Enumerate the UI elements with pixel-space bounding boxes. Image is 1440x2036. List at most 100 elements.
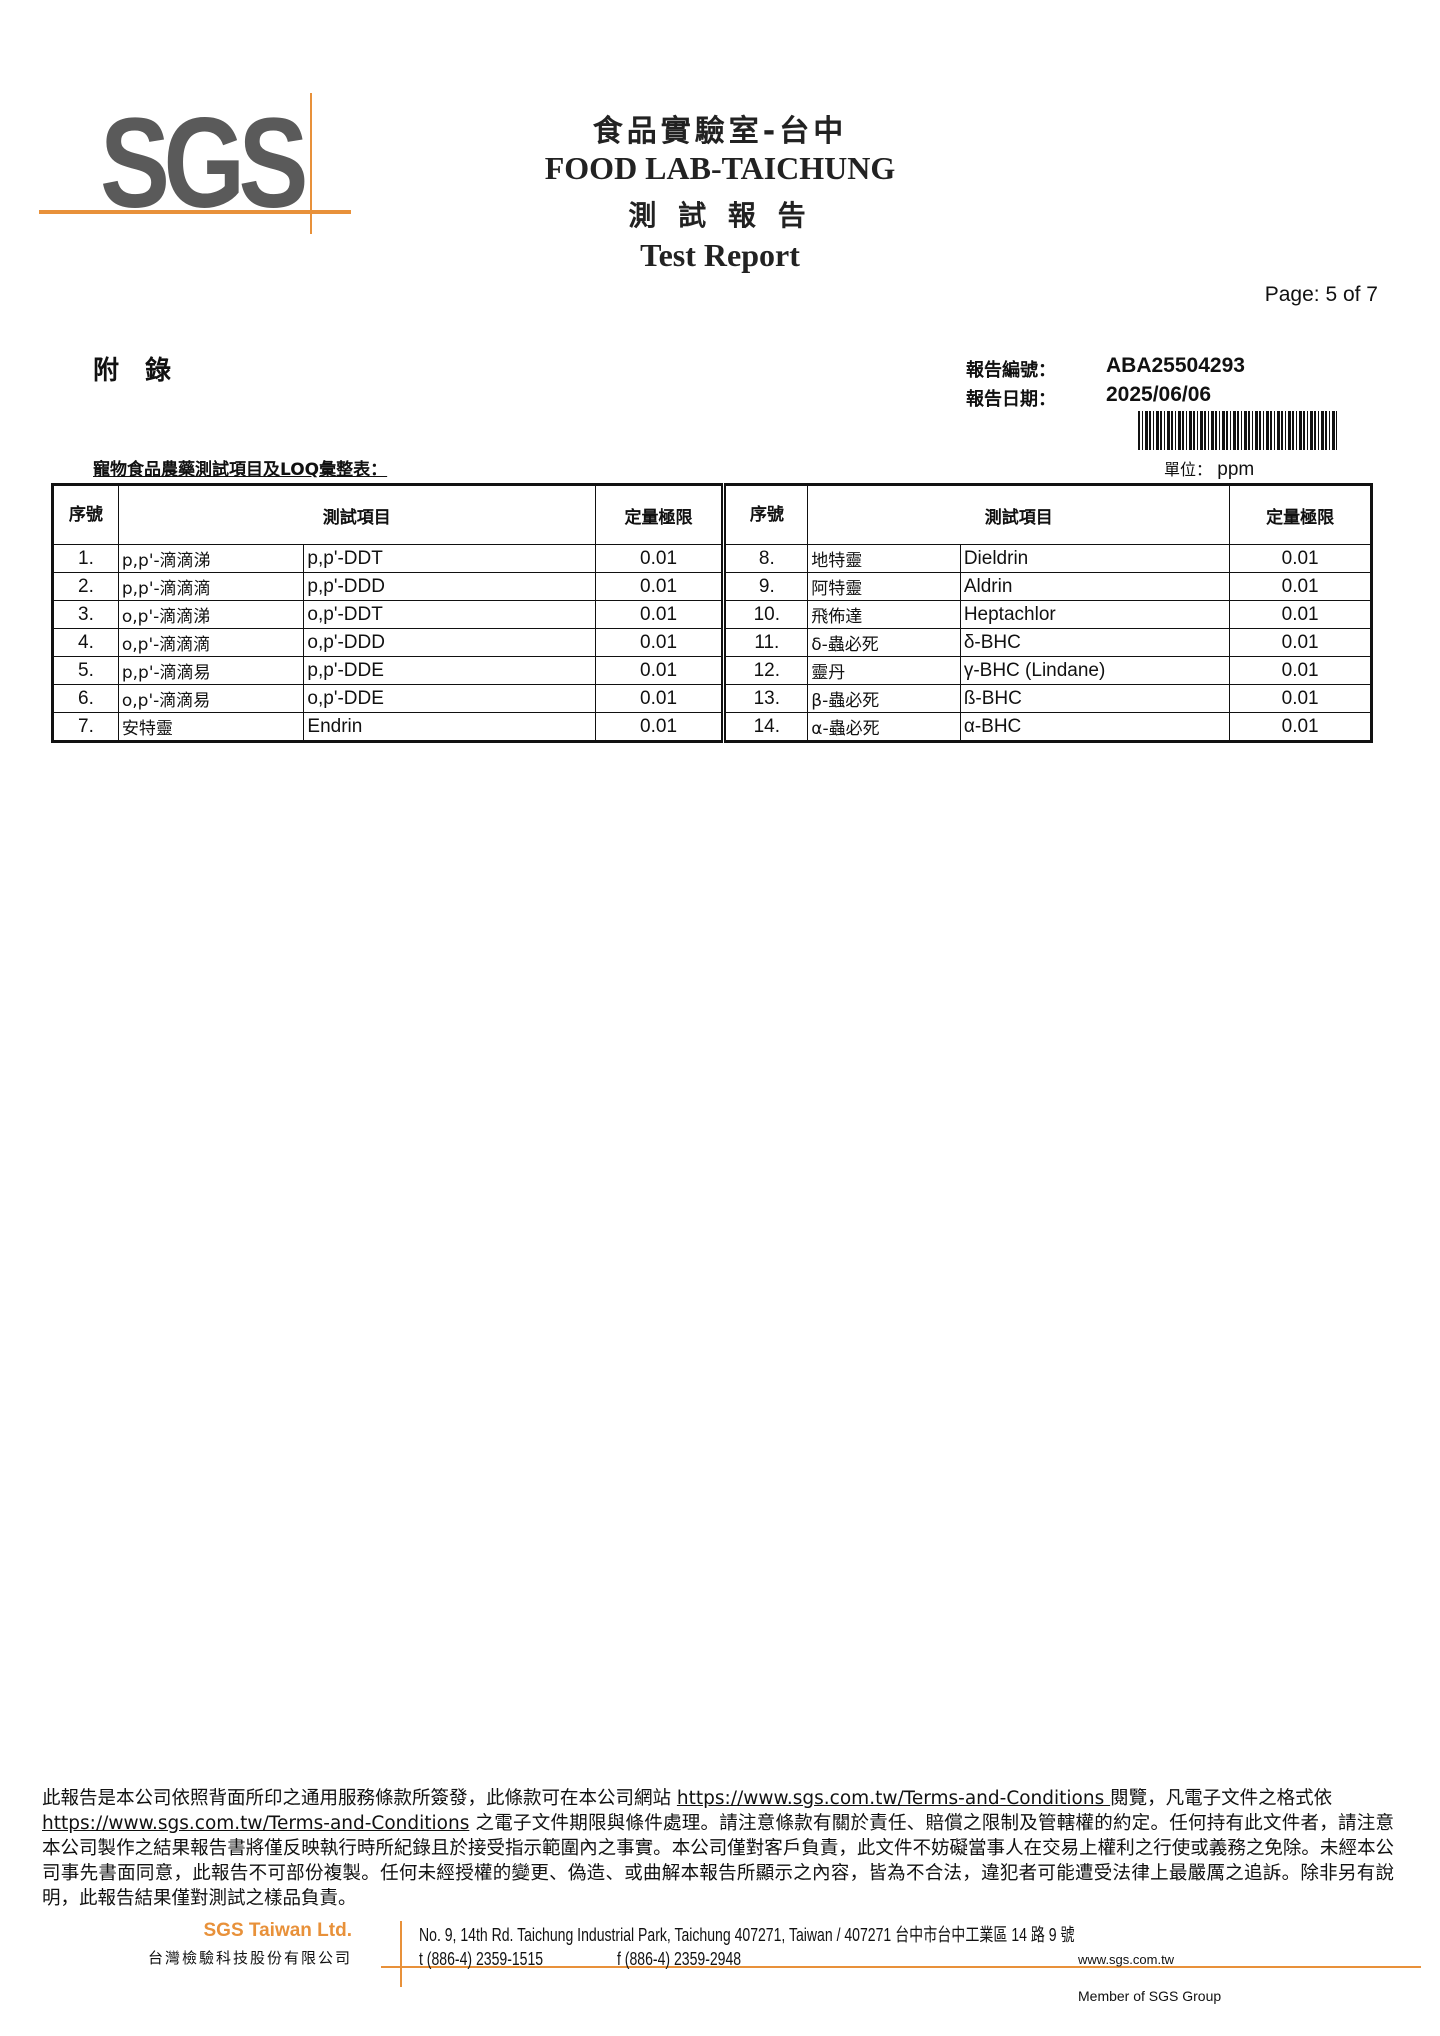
item-name-zh: o,p'-滴滴易 xyxy=(117,684,305,713)
item-name-zh: p,p'-滴滴易 xyxy=(117,656,305,685)
disclaimer: 此報告是本公司依照背面所印之通用服務條款所簽發，此條款可在本公司網站 https… xyxy=(42,1786,1394,1911)
item-name-zh: o,p'-滴滴滴 xyxy=(117,628,305,657)
lab-title-zh: 食品實驗室-台中 xyxy=(592,114,848,149)
fax: f (886-4) 2359-2948 xyxy=(617,1949,742,1969)
table-row: 3. o,p'-滴滴涕 o,p'-DDT 0.01 10. 飛佈達 Heptachlor 0.… xyxy=(52,600,1372,629)
loq-value: 0.01 xyxy=(594,656,727,685)
header-item: 測試項目 xyxy=(117,484,596,545)
table-row: 7. 安特靈 Endrin 0.01 14. α-蟲必死 α-BHC 0.01 xyxy=(52,712,1372,742)
sgs-logo: SGS xyxy=(100,92,309,235)
item-name-en: o,p'-DDD xyxy=(303,628,596,657)
row-number: 3. xyxy=(52,600,119,629)
terms-link[interactable]: https://www.sgs.com.tw/Terms-and-Conditi… xyxy=(42,1813,470,1834)
item-name-en: p,p'-DDT xyxy=(303,544,596,573)
loq-value: 0.01 xyxy=(594,712,727,742)
item-name-zh: δ-蟲必死 xyxy=(807,628,961,657)
pesticide-loq-table: 序號 測試項目 定量極限 序號 測試項目 定量極限 1. p,p'-滴滴涕 p,p'… xyxy=(51,483,1373,743)
footer-divider xyxy=(381,1966,1421,1968)
report-date: 2025/06/06 xyxy=(1106,383,1212,406)
loq-value: 0.01 xyxy=(594,628,727,657)
table-row: 2. p,p'-滴滴滴 p,p'-DDD 0.01 9. 阿特靈 Aldrin 0.01 xyxy=(52,572,1372,601)
item-name-zh: p,p'-滴滴滴 xyxy=(117,572,305,601)
website: www.sgs.com.tw xyxy=(1078,1952,1175,1967)
header-no: 序號 xyxy=(52,484,119,545)
item-name-en: o,p'-DDT xyxy=(303,600,596,629)
loq-value: 0.01 xyxy=(1229,572,1372,601)
item-name-zh: 飛佈達 xyxy=(807,600,961,629)
table-row: 6. o,p'-滴滴易 o,p'-DDE 0.01 13. β-蟲必死 ß-BHC 0.01 xyxy=(52,684,1372,713)
item-name-en: γ-BHC (Lindane) xyxy=(959,656,1231,685)
loq-value: 0.01 xyxy=(594,600,727,629)
unit: 單位： ppm xyxy=(1164,456,1254,481)
item-name-zh: α-蟲必死 xyxy=(807,712,961,742)
logo-line xyxy=(310,93,312,234)
company-name-en: SGS Taiwan Ltd. xyxy=(203,1920,353,1941)
unit-label: 單位： xyxy=(1164,460,1213,479)
row-number: 6. xyxy=(52,684,119,713)
report-title-zh: 測 試 報 告 xyxy=(628,199,812,232)
loq-value: 0.01 xyxy=(1229,544,1372,573)
lab-title-en: FOOD LAB-TAICHUNG xyxy=(544,150,896,186)
table-row: 5. p,p'-滴滴易 p,p'-DDE 0.01 12. 靈丹 γ-BHC (Lindan… xyxy=(52,656,1372,685)
item-name-en: Aldrin xyxy=(959,572,1231,601)
table-row: 1. p,p'-滴滴涕 p,p'-DDT 0.01 8. 地特靈 Dieldrin 0.01 xyxy=(52,544,1372,573)
address: No. 9, 14th Rd. Taichung Industrial Park… xyxy=(419,1925,1075,1945)
header-item: 測試項目 xyxy=(807,484,1231,545)
company-name-zh: 台灣檢驗科技股份有限公司 xyxy=(147,1949,352,1967)
table-title: 寵物食品農藥測試項目及LOQ彙整表： xyxy=(93,460,388,480)
loq-value: 0.01 xyxy=(594,684,727,713)
logo-line xyxy=(39,210,351,214)
row-number: 10. xyxy=(723,600,809,629)
row-number: 14. xyxy=(723,712,809,742)
telephone: t (886-4) 2359-1515 xyxy=(419,1949,544,1969)
item-name-en: ß-BHC xyxy=(959,684,1231,713)
item-name-en: p,p'-DDE xyxy=(303,656,596,685)
item-name-en: p,p'-DDD xyxy=(303,572,596,601)
row-number: 12. xyxy=(723,656,809,685)
loq-value: 0.01 xyxy=(1229,684,1372,713)
item-name-zh: 安特靈 xyxy=(117,712,305,742)
item-name-zh: β-蟲必死 xyxy=(807,684,961,713)
item-name-zh: o,p'-滴滴涕 xyxy=(117,600,305,629)
header-loq: 定量極限 xyxy=(594,484,727,545)
row-number: 11. xyxy=(723,628,809,657)
item-name-zh: 地特靈 xyxy=(807,544,961,573)
table-row: 4. o,p'-滴滴滴 o,p'-DDD 0.01 11. δ-蟲必死 δ-BHC 0.01 xyxy=(52,628,1372,657)
member-text: Member of SGS Group xyxy=(1078,1988,1222,2004)
barcode xyxy=(1138,411,1337,450)
loq-value: 0.01 xyxy=(594,572,727,601)
loq-value: 0.01 xyxy=(594,544,727,573)
loq-value: 0.01 xyxy=(1229,628,1372,657)
header-loq: 定量極限 xyxy=(1229,484,1372,545)
item-name-en: o,p'-DDE xyxy=(303,684,596,713)
unit-value: ppm xyxy=(1217,459,1255,480)
row-number: 13. xyxy=(723,684,809,713)
report-no: ABA25504293 xyxy=(1106,354,1245,377)
report-title-en: Test Report xyxy=(640,237,800,273)
loq-value: 0.01 xyxy=(1229,600,1372,629)
footer-divider xyxy=(400,1921,402,1987)
row-number: 4. xyxy=(52,628,119,657)
row-number: 7. xyxy=(52,712,119,742)
disclaimer-text: 此報告是本公司依照背面所印之通用服務條款所簽發，此條款可在本公司網站 xyxy=(42,1788,677,1809)
page-number: Page: 5 of 7 xyxy=(1264,283,1378,306)
loq-value: 0.01 xyxy=(1229,656,1372,685)
item-name-en: δ-BHC xyxy=(959,628,1231,657)
row-number: 5. xyxy=(52,656,119,685)
date-label: 報告日期： xyxy=(966,389,1056,410)
header-no: 序號 xyxy=(723,484,809,545)
item-name-en: Endrin xyxy=(303,712,596,742)
appendix-heading: 附 錄 xyxy=(93,356,172,386)
loq-value: 0.01 xyxy=(1229,712,1372,742)
row-number: 1. xyxy=(52,544,119,573)
row-number: 2. xyxy=(52,572,119,601)
item-name-en: α-BHC xyxy=(959,712,1231,742)
terms-link[interactable]: https://www.sgs.com.tw/Terms-and-Conditi… xyxy=(676,1788,1111,1809)
row-number: 9. xyxy=(723,572,809,601)
item-name-zh: 阿特靈 xyxy=(807,572,961,601)
item-name-en: Heptachlor xyxy=(959,600,1231,629)
item-name-zh: 靈丹 xyxy=(807,656,961,685)
disclaimer-text: 之電子文件期限與條件處理。請注意條款有關於責任、賠償之限制及管轄權的約定。任何持… xyxy=(42,1813,1394,1909)
report-no-label: 報告編號： xyxy=(966,360,1056,381)
row-number: 8. xyxy=(723,544,809,573)
